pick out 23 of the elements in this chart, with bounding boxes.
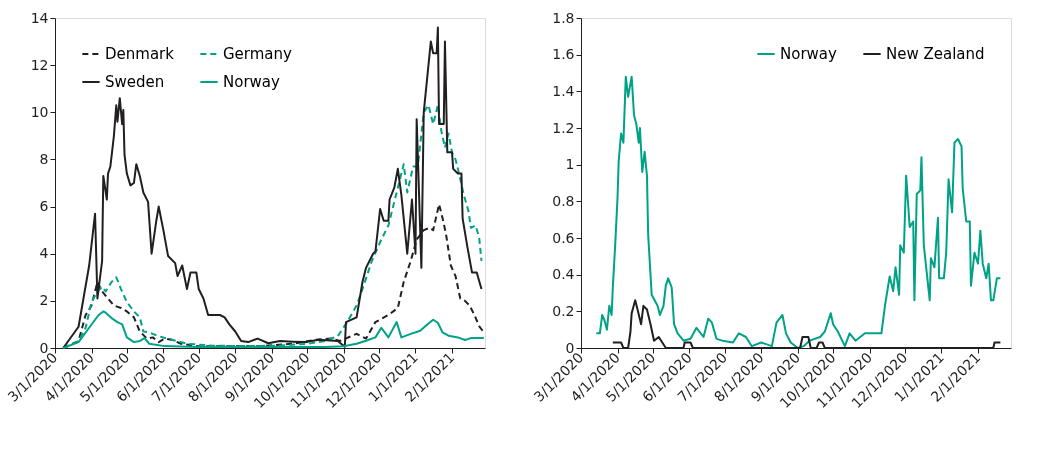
y-tick-label: 10 xyxy=(30,103,49,120)
line-series xyxy=(595,75,1002,349)
y-tick-label: 2 xyxy=(39,292,49,309)
y-tick-label: 1.4 xyxy=(552,82,575,99)
y-tick-label: 0.6 xyxy=(552,229,575,246)
legend-label: Denmark xyxy=(105,45,175,63)
y-tick-label: 1 xyxy=(565,156,575,173)
y-tick-label: 6 xyxy=(39,198,49,215)
y-tick-label: 8 xyxy=(39,150,49,167)
y-tick-label: 14 xyxy=(30,9,49,26)
legend-label: Sweden xyxy=(105,73,165,91)
y-tick-label: 4 xyxy=(39,245,49,262)
legend-label: Germany xyxy=(223,45,293,63)
legend-label: New Zealand xyxy=(886,45,985,63)
y-tick-label: 1.8 xyxy=(552,9,575,26)
y-tick-label: 1.6 xyxy=(552,46,575,63)
legend-label: Norway xyxy=(223,73,281,91)
y-tick-label: 0.2 xyxy=(552,302,575,319)
y-tick-label: 0.8 xyxy=(552,192,575,209)
y-tick-label: 12 xyxy=(30,56,49,73)
y-tick-label: 0.4 xyxy=(552,266,575,283)
y-tick-label: 1.2 xyxy=(552,119,575,136)
legend-label: Norway xyxy=(780,45,838,63)
